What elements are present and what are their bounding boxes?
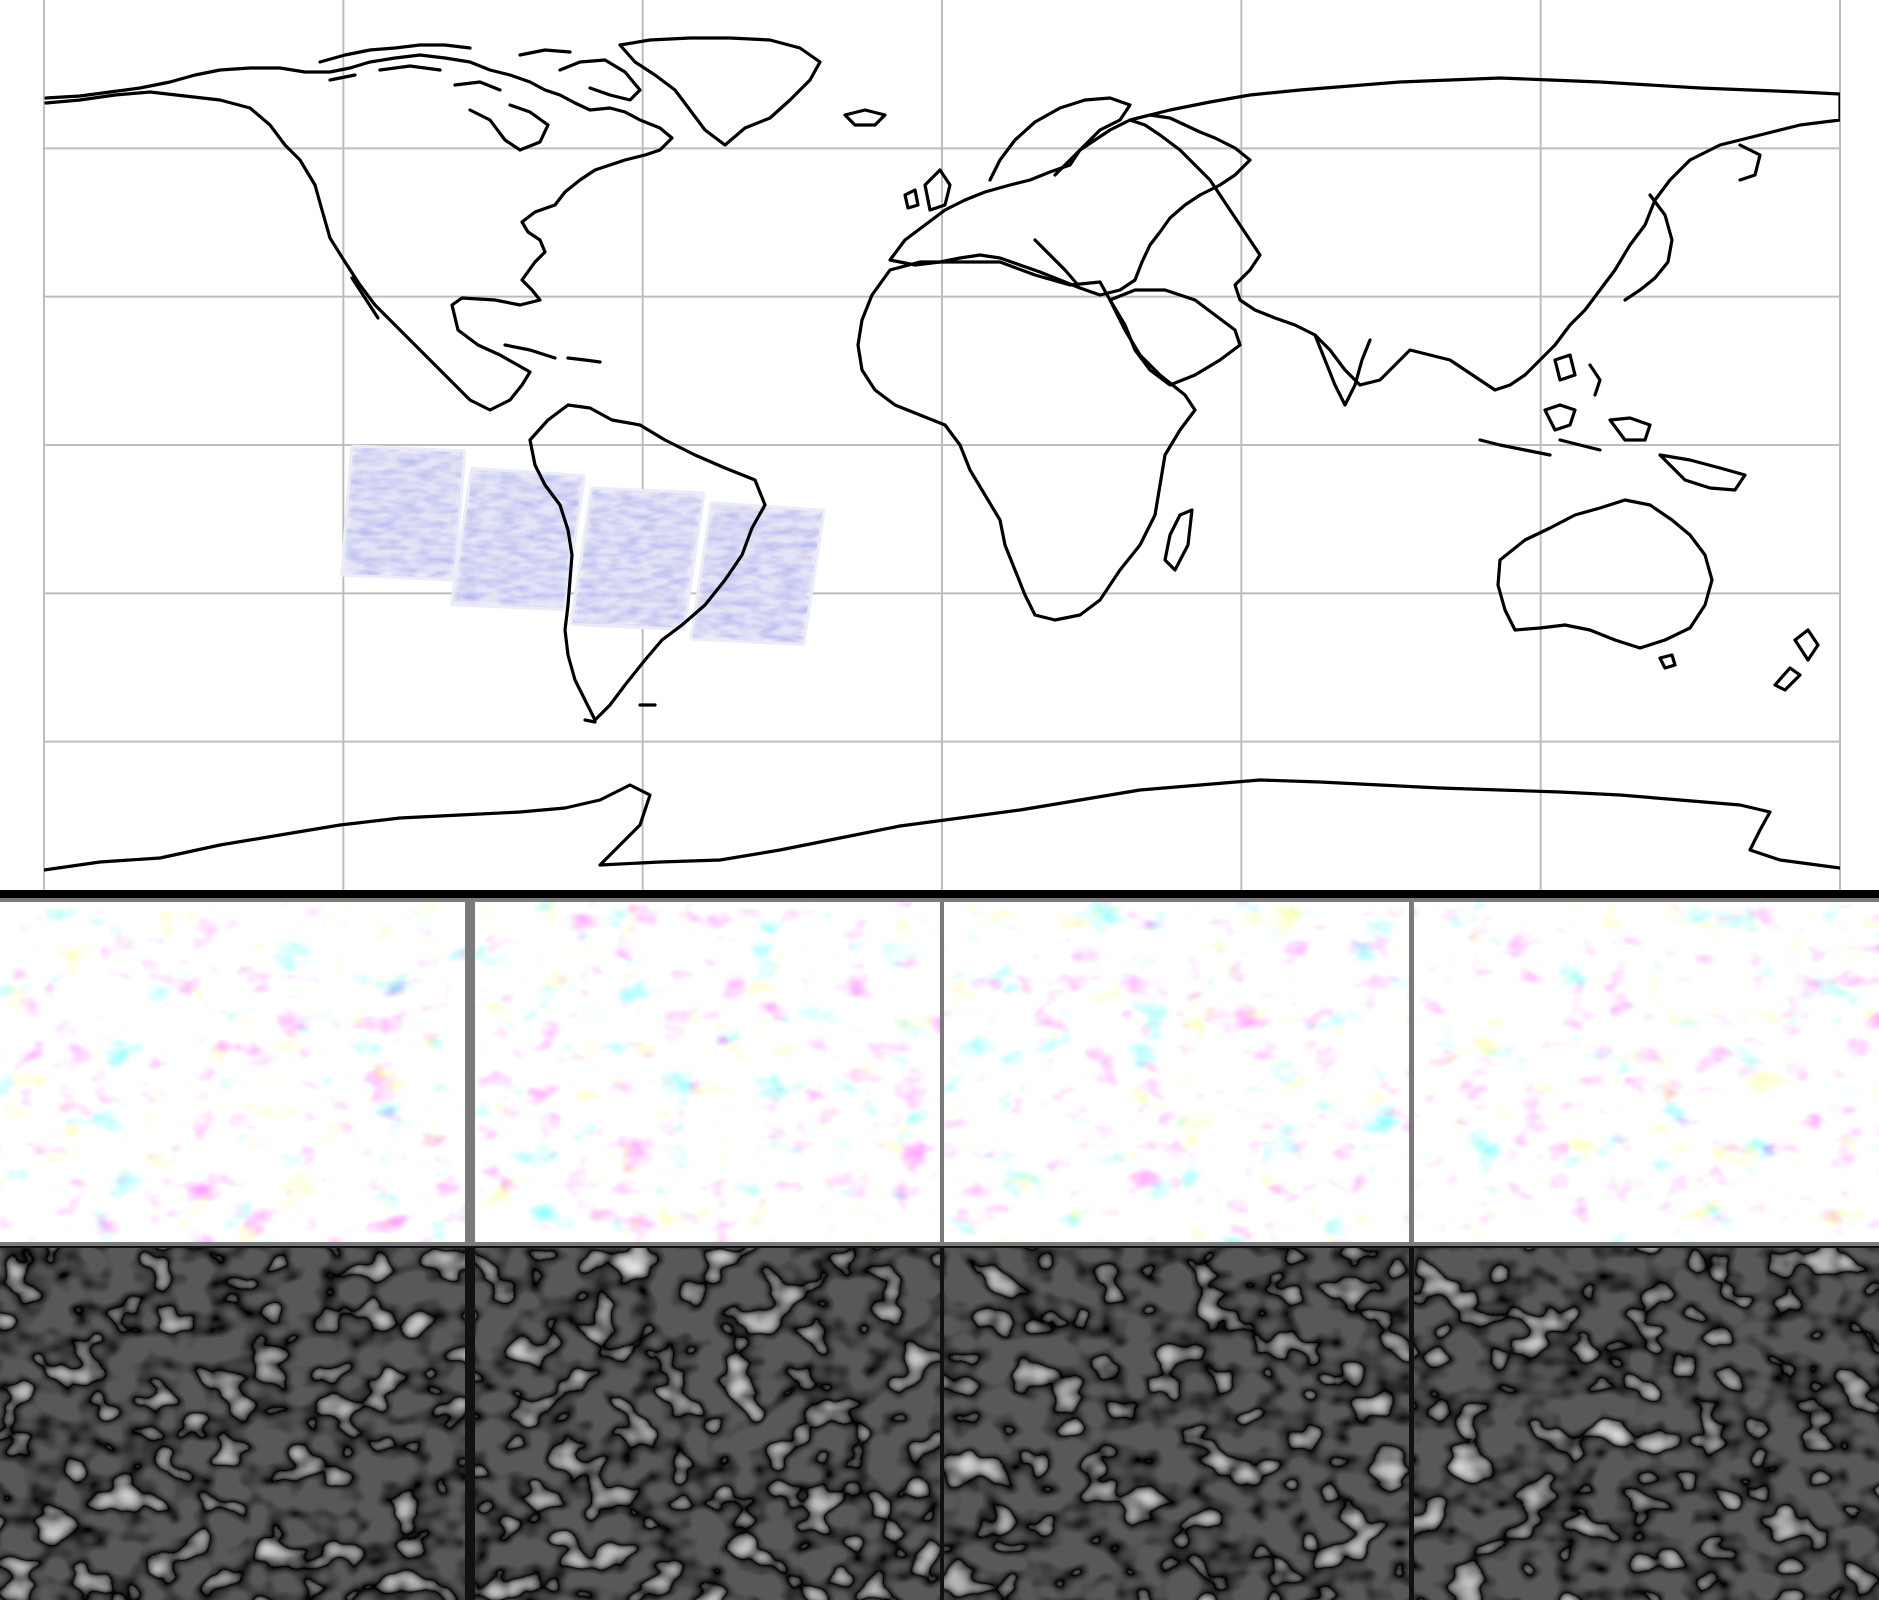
diverging-field-image <box>944 902 1409 1242</box>
diverging-field-image <box>0 902 465 1242</box>
magnitude-field-image <box>475 1248 940 1600</box>
coastline-british-isles <box>903 168 952 212</box>
tile-texture <box>475 902 940 1242</box>
magnitude-field-image <box>1414 1248 1879 1600</box>
diverging-field-image <box>1414 902 1879 1242</box>
swath-footprint <box>450 466 586 612</box>
coastline-south-america-tip <box>583 718 597 724</box>
coastline-australia <box>1496 498 1714 650</box>
magnitude-tile <box>1414 1248 1879 1600</box>
swath-texture <box>453 469 583 609</box>
coastline-antarctica <box>44 778 1840 872</box>
coastline-north-america <box>44 53 674 412</box>
world-map-panel <box>0 0 1879 898</box>
swath-footprint <box>689 501 826 646</box>
coastline-cuba <box>503 343 557 360</box>
diverging-field-image <box>475 902 940 1242</box>
coastline-baffin <box>558 58 642 102</box>
swath-footprint <box>340 444 467 582</box>
coastline-africa <box>856 260 1197 622</box>
coastline-arctic-islands <box>318 43 572 92</box>
field-tile <box>944 902 1409 1242</box>
tile-texture <box>1414 902 1879 1242</box>
coastline-iceland <box>843 108 887 127</box>
coastline-south-america <box>528 403 767 722</box>
coastline-asia <box>1128 76 1840 392</box>
magnitude-tiles-row <box>0 1246 1879 1600</box>
swath-texture <box>343 447 464 579</box>
coastline-hispaniola <box>566 356 602 364</box>
coastline-gulf-of-california <box>350 276 380 320</box>
coastline-italy <box>1033 238 1080 287</box>
coastline-scandinavia <box>988 96 1132 182</box>
tile-texture <box>0 902 465 1242</box>
coastline-greenland <box>618 36 822 147</box>
tile-texture <box>475 1248 940 1600</box>
coastline-europe <box>888 113 1252 297</box>
coastline-japan <box>1623 193 1674 302</box>
swath-texture <box>692 504 823 643</box>
magnitude-field-image <box>944 1248 1409 1600</box>
field-tile <box>1414 902 1879 1242</box>
coastline-arabia <box>1108 288 1242 387</box>
graticule <box>43 0 1841 890</box>
swath-footprints <box>340 444 826 646</box>
field-tile <box>0 902 465 1242</box>
magnitude-tile <box>944 1248 1409 1600</box>
coastline-southeast-asia-islands <box>1478 353 1747 492</box>
magnitude-tile <box>0 1248 465 1600</box>
coastline-kamchatka <box>1738 143 1762 182</box>
coastline-hudson-bay <box>468 103 550 152</box>
tile-texture <box>944 902 1409 1242</box>
field-tile <box>475 902 940 1242</box>
tile-texture <box>1414 1248 1879 1600</box>
coastline-madagascar <box>1163 508 1194 572</box>
panel-separator <box>0 890 1879 898</box>
coastlines <box>44 36 1840 872</box>
field-tiles-row <box>0 898 1879 1246</box>
coastline-tasmania <box>1658 653 1677 670</box>
swath-footprint <box>569 486 706 631</box>
world-map <box>43 0 1841 890</box>
swath-texture <box>572 489 703 628</box>
magnitude-field-image <box>0 1248 465 1600</box>
magnitude-tile <box>475 1248 940 1600</box>
coastline-new-zealand <box>1773 628 1820 692</box>
tile-texture <box>0 1248 465 1600</box>
tile-texture <box>944 1248 1409 1600</box>
coastline-india <box>1313 333 1372 407</box>
